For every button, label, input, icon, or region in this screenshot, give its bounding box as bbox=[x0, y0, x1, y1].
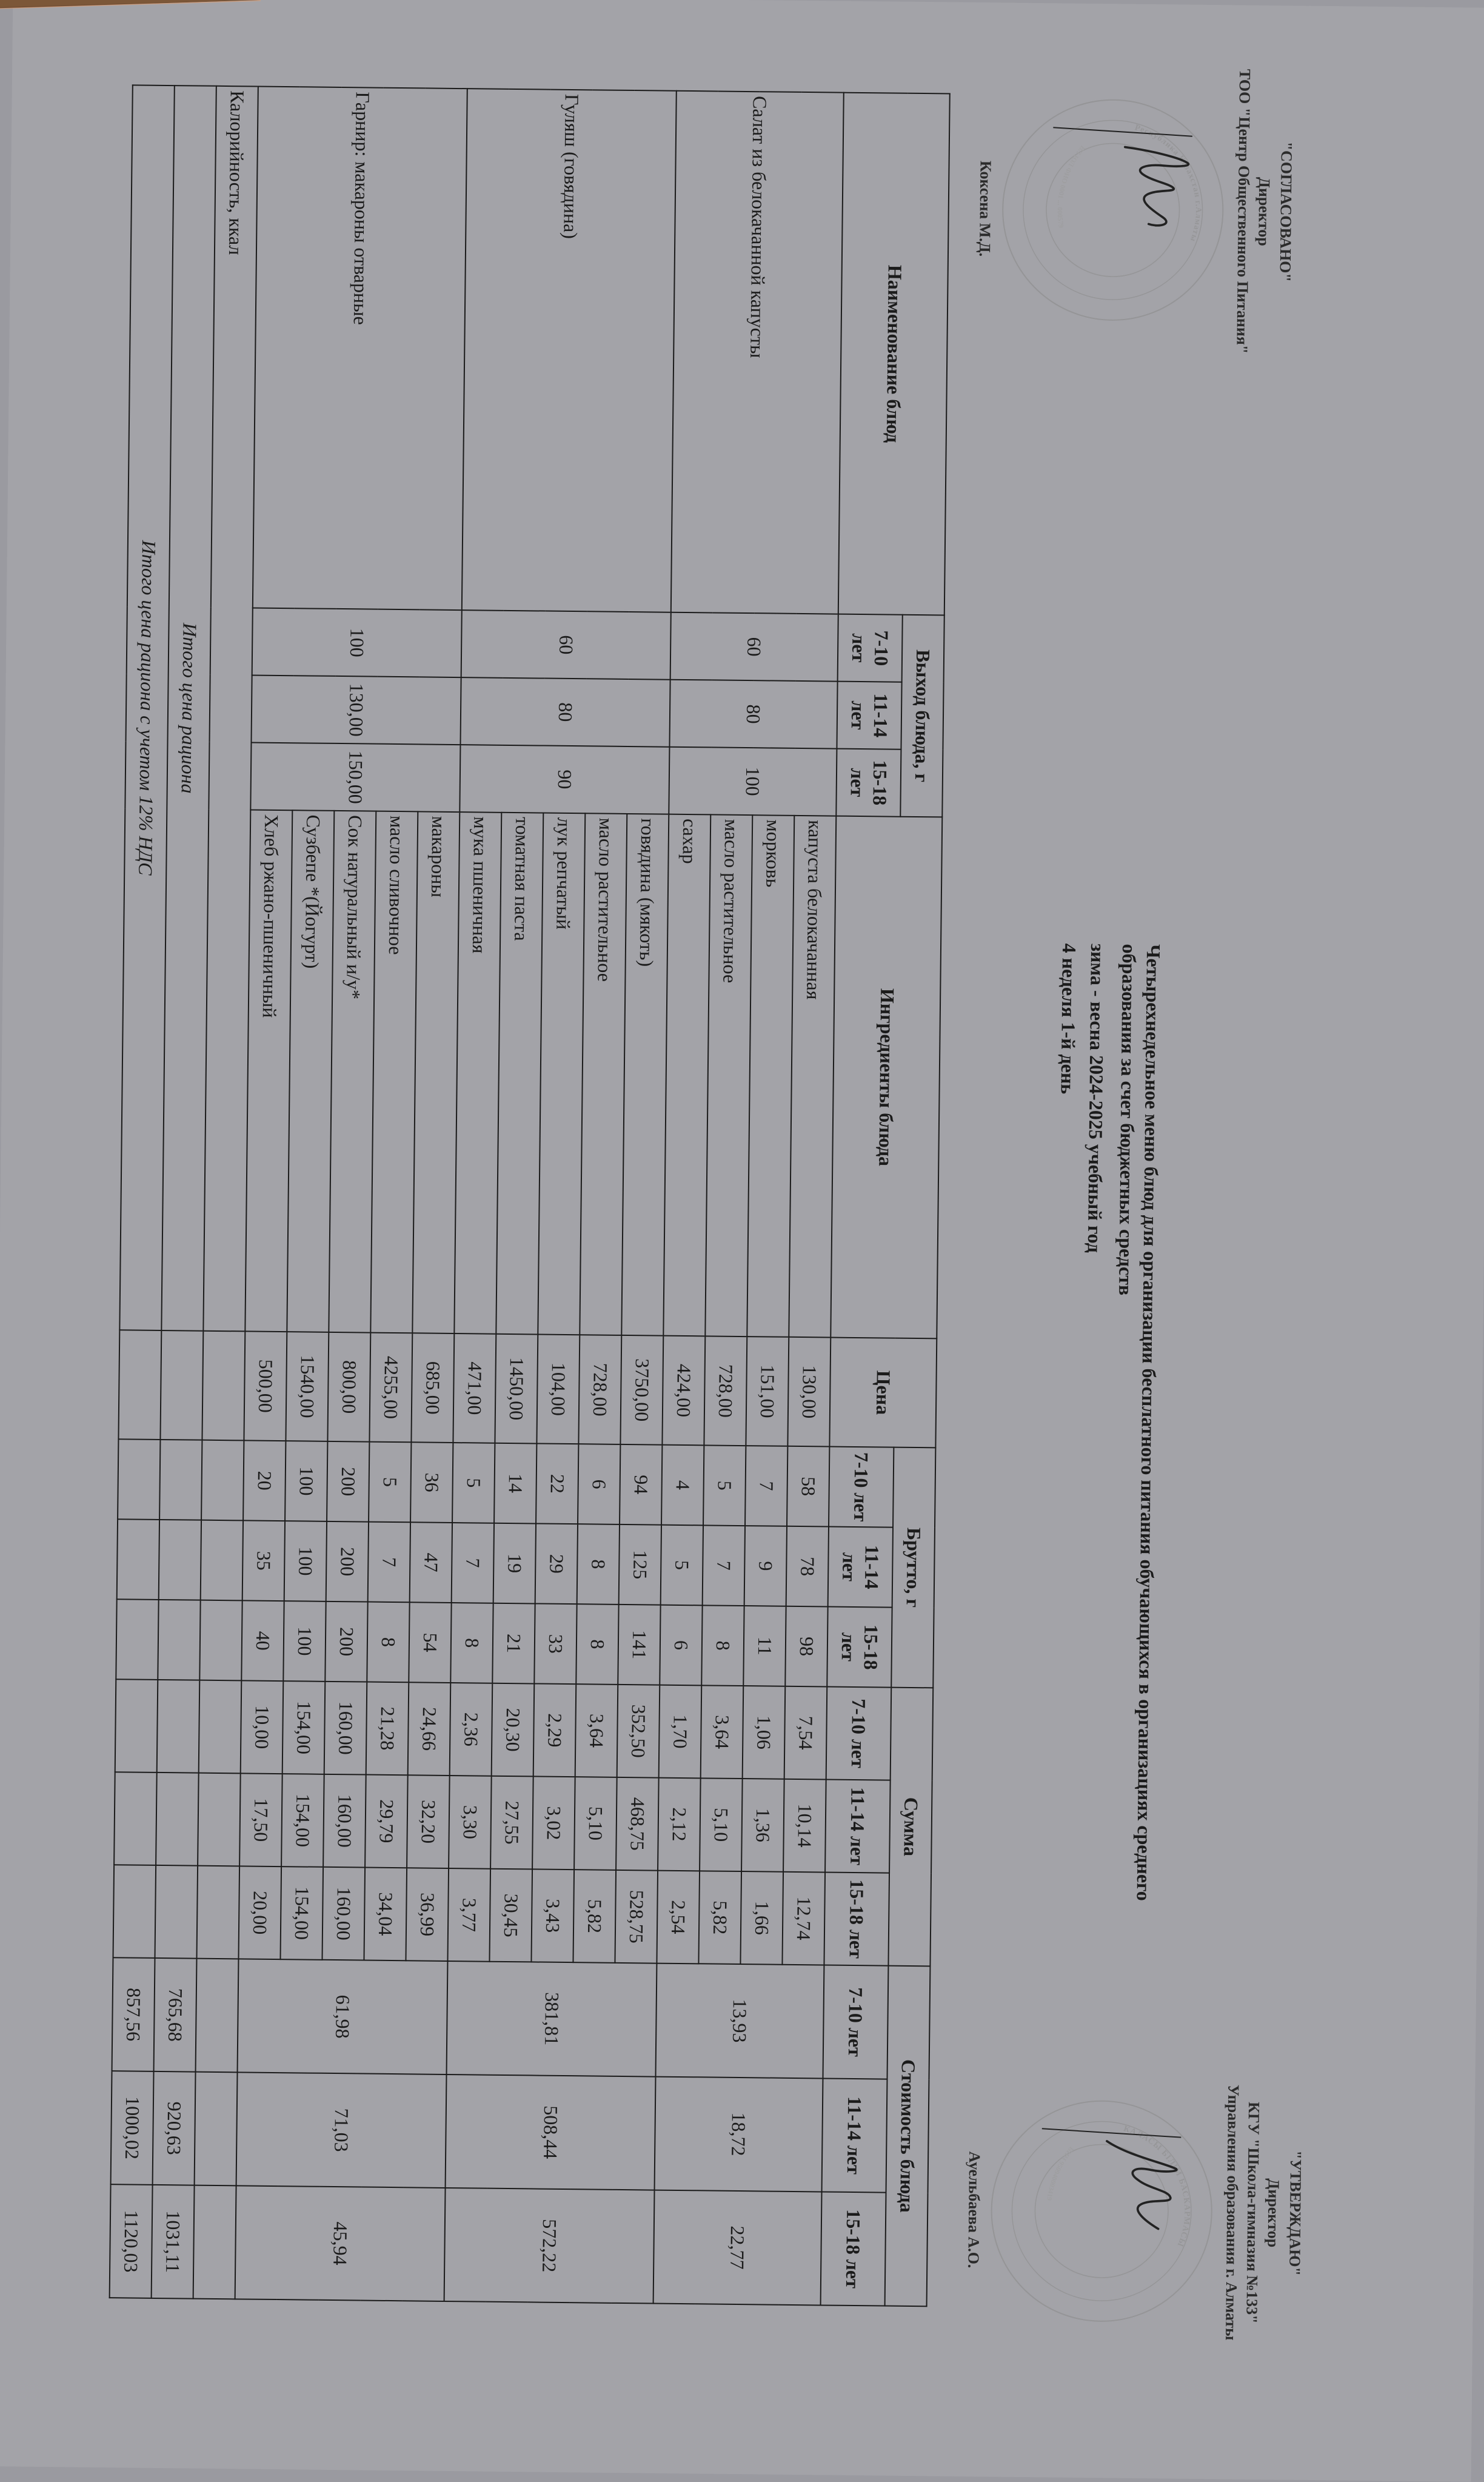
svg-text:ВЛ ЮЛ ФИО 0001 ... 000579: ВЛ ЮЛ ФИО 0001 ... 000579 bbox=[1055, 144, 1086, 229]
svg-text:БИН 950940003419: БИН 950940003419 bbox=[1045, 2145, 1075, 2201]
